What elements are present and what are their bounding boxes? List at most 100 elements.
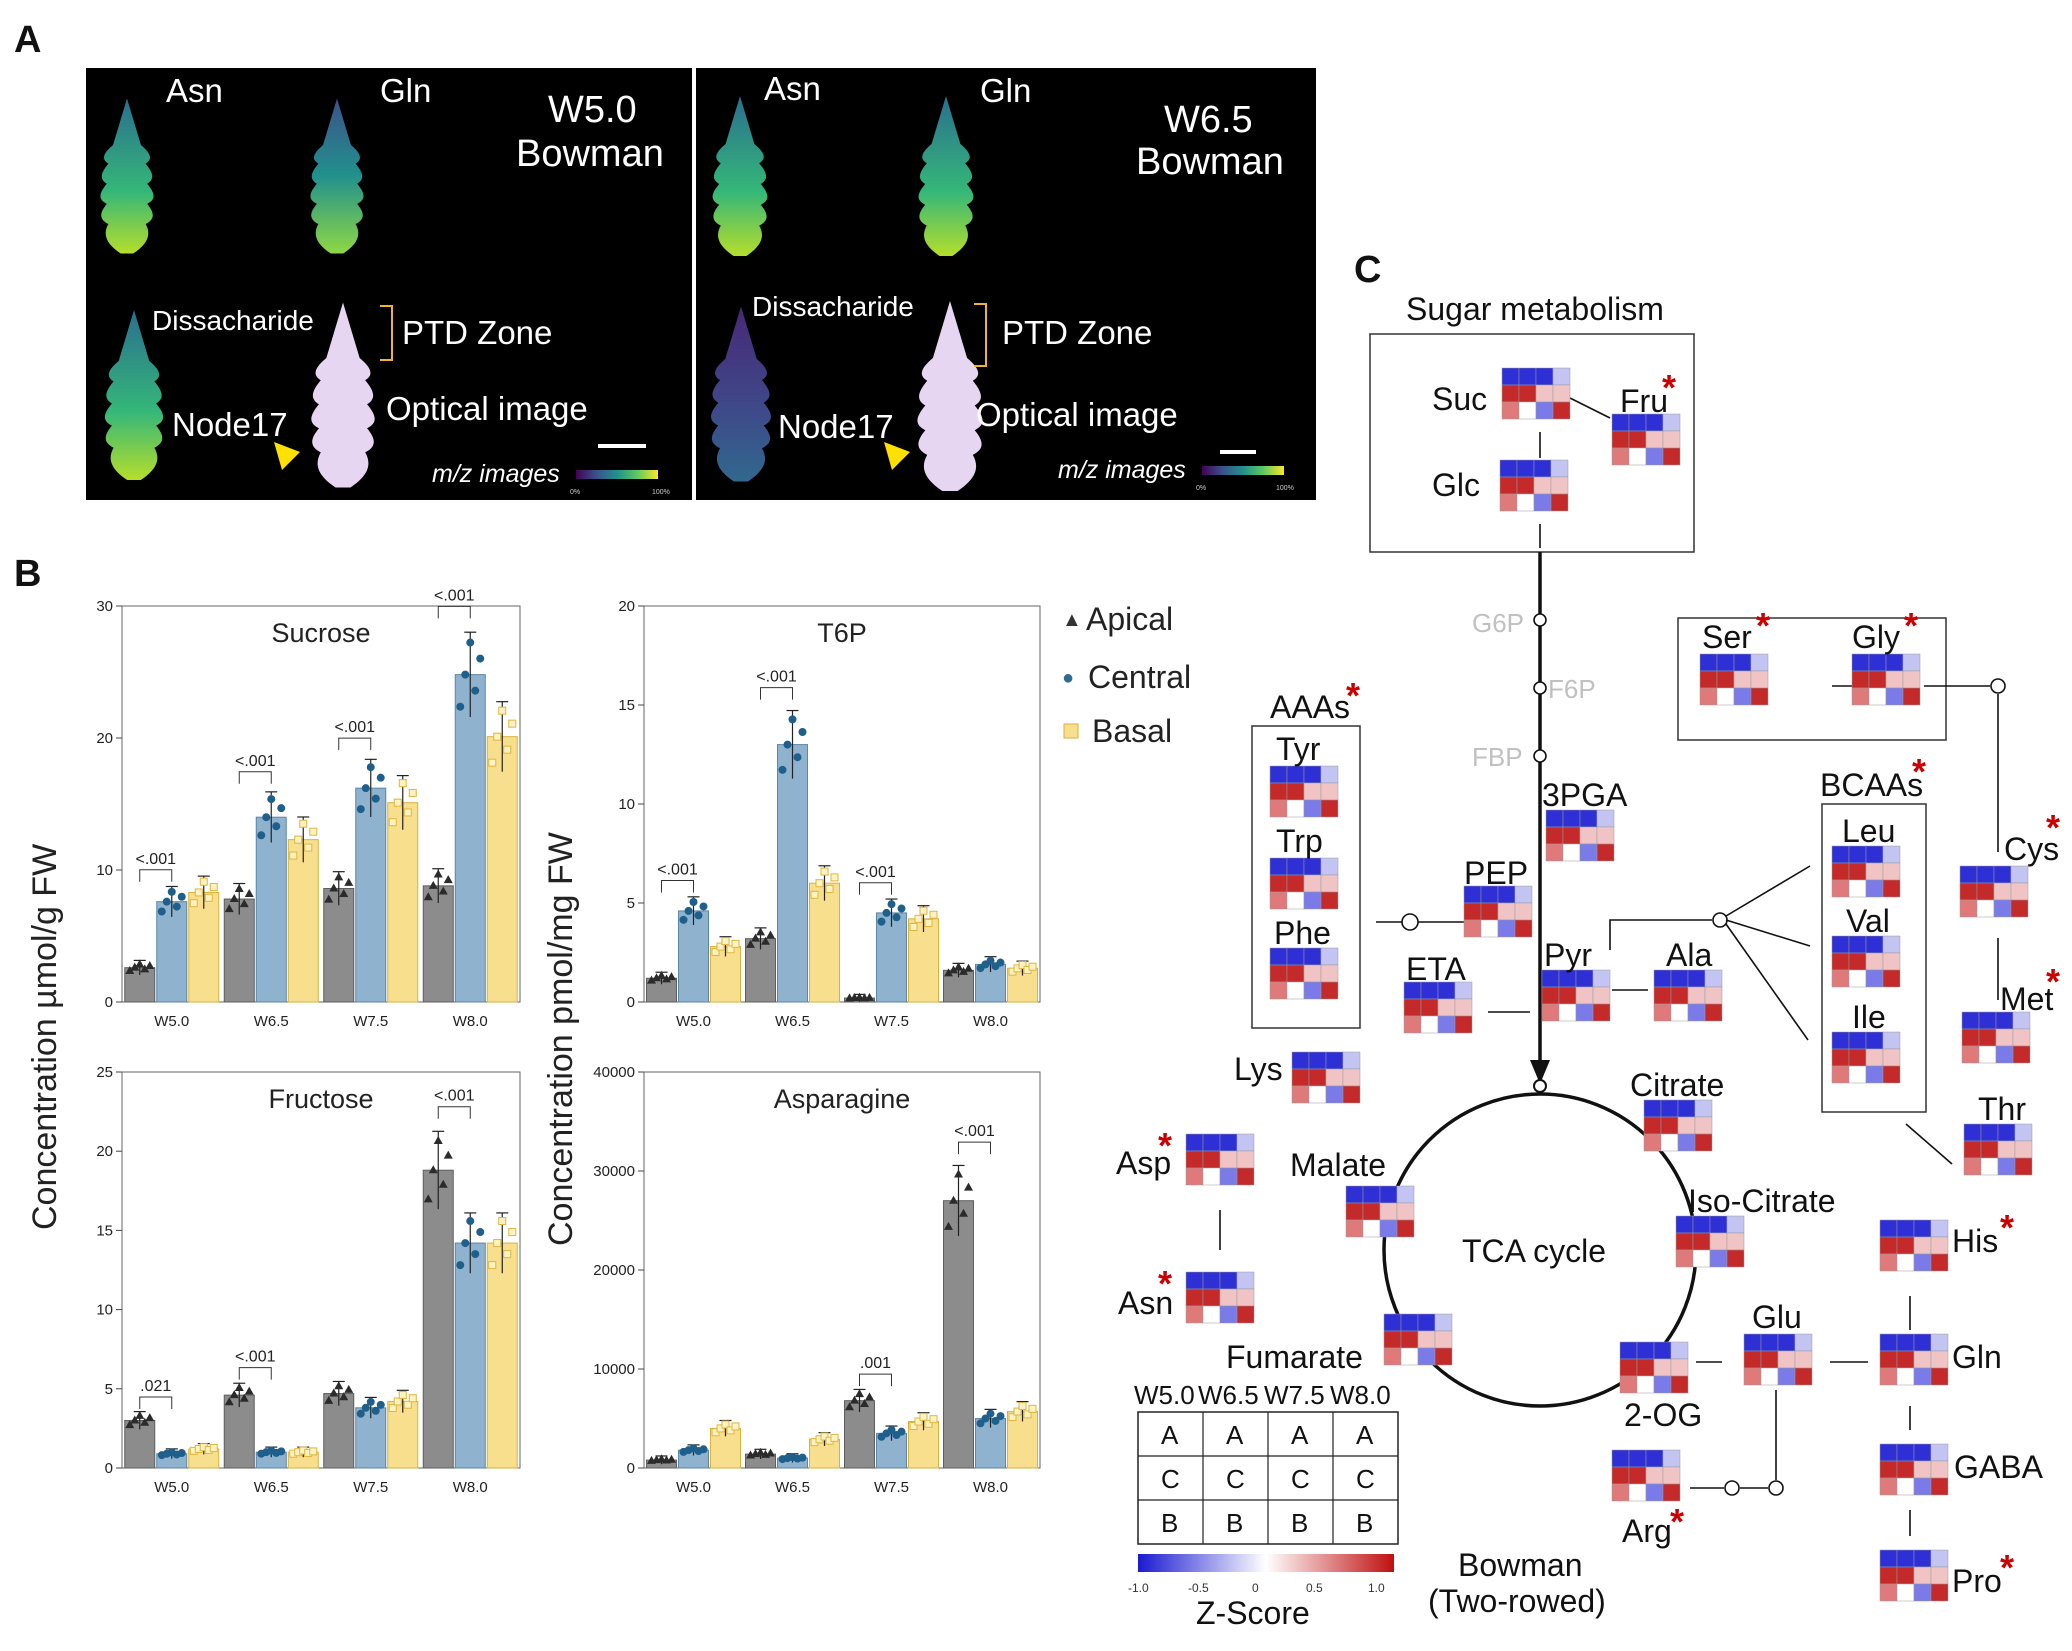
metabolite-labels: Suc Fru Glc G6P F6P FBP 3PGA PEP Pyr ETA… (1116, 381, 2059, 1599)
heatmap-cell (1995, 1045, 2014, 1064)
heatmap-cell (1879, 1566, 1898, 1585)
bar-basal (486, 1242, 518, 1469)
heatmap-cell (1993, 865, 2012, 884)
point-central (466, 1217, 475, 1226)
g6p-node (1533, 613, 1547, 627)
heatmap-cell (1579, 843, 1598, 862)
point-basal (508, 719, 517, 728)
heatmap-cell (1675, 1249, 1694, 1268)
triangle-icon: ▲ (1062, 609, 1082, 631)
point-apical (339, 1392, 349, 1401)
heatmap-cell (1185, 1288, 1204, 1307)
key-cell: A (1356, 1420, 1374, 1450)
heatmap-cell (1535, 401, 1554, 420)
heatmap-cell (1236, 1271, 1255, 1290)
heatmap-cell (1480, 919, 1499, 938)
bar-central (777, 744, 808, 1003)
label-mz-images: m/z images (1058, 456, 1186, 484)
heatmap-cell (1286, 857, 1305, 876)
key-header-3: W8.0 (1330, 1380, 1391, 1410)
heatmap-cell (1961, 1028, 1980, 1047)
heatmap-cell (1434, 1330, 1453, 1349)
heatmap-cell (1896, 1367, 1915, 1386)
heatmap-asp (1185, 1133, 1255, 1186)
heatmap-cell (1286, 874, 1305, 893)
label-suc: Suc (1432, 381, 1487, 417)
bcaa-branch-node (1712, 912, 1728, 928)
label-phe: Phe (1274, 915, 1331, 951)
point-apical (761, 936, 770, 945)
heatmap-cell (1913, 1549, 1932, 1568)
f6p-node (1533, 681, 1547, 695)
point-apical (959, 1208, 968, 1217)
point-basal (924, 1419, 933, 1428)
heatmap-cell (1879, 1477, 1898, 1496)
heatmap-trp (1269, 857, 1339, 910)
point-apical (130, 1415, 140, 1424)
heatmap-cell (1320, 765, 1339, 784)
heatmap-tiles (1185, 367, 2033, 1602)
point-basal (488, 1261, 497, 1270)
label-two-rowed: (Two-rowed) (1428, 1583, 1606, 1619)
star-asp: * (1158, 1125, 1172, 1166)
y-tick-label: 10 (96, 862, 113, 879)
arrow-thr-bcaa (1905, 1123, 1953, 1165)
point-central (366, 1397, 375, 1406)
point-apical (954, 1169, 963, 1178)
label-tca-cycle: TCA cycle (1462, 1233, 1606, 1269)
heatmap-cell (1325, 1068, 1344, 1087)
point-apical (954, 962, 963, 971)
heatmap-cell (1831, 1031, 1850, 1050)
point-apical (756, 1447, 765, 1456)
heatmap-cell (1345, 1219, 1364, 1238)
point-central (356, 1409, 365, 1418)
node17-arrow-icon (884, 442, 910, 470)
y-axis-title-left: Concentration µmol/g FW (26, 844, 64, 1230)
point-central (277, 804, 286, 813)
heatmap-cell (1533, 493, 1552, 512)
fbp-node (1533, 749, 1547, 763)
point-central (356, 805, 365, 814)
point-basal (810, 890, 819, 899)
heatmap-cell (1743, 1333, 1762, 1352)
point-central (361, 1403, 370, 1412)
heatmap-cell (1345, 1202, 1364, 1221)
heatmap-phe (1269, 947, 1339, 1000)
heatmap-cell (1345, 1185, 1364, 1204)
point-basal (408, 788, 417, 797)
p-value-label: <.001 (235, 753, 276, 770)
heatmap-pro (1879, 1549, 1949, 1602)
heatmap-cell (1325, 1085, 1344, 1104)
point-apical (428, 1165, 438, 1174)
zscore-label: Z-Score (1196, 1595, 1310, 1631)
heatmap-cell (1961, 1045, 1980, 1064)
point-apical (850, 1395, 859, 1404)
point-basal (820, 867, 829, 876)
heatmap-cell (1236, 1288, 1255, 1307)
point-apical (766, 1448, 775, 1457)
point-apical (438, 1179, 448, 1188)
heatmap-cell (2012, 1028, 2031, 1047)
node17-arrow-icon (274, 442, 300, 470)
chart-title: T6P (817, 618, 867, 648)
heatmap-cell (1558, 986, 1577, 1005)
legend-item-central: ● Central (1062, 659, 1191, 695)
heatmap-cell (1978, 1045, 1997, 1064)
y-tick-label: 5 (627, 895, 635, 912)
heatmap-asn (1185, 1271, 1255, 1324)
y-tick-label: 20000 (593, 1262, 635, 1279)
heatmap-cell (1320, 981, 1339, 1000)
heatmap-cell (1320, 964, 1339, 983)
heatmap-cell (1236, 1133, 1255, 1152)
heatmap-cell (1552, 401, 1571, 420)
label-glc: Glc (1432, 467, 1480, 503)
heatmap-cell (1596, 826, 1615, 845)
heatmap-cell (1320, 857, 1339, 876)
legend-item-basal: Basal (1063, 713, 1172, 749)
heatmap-cell (1619, 1358, 1638, 1377)
label-met: Met (2000, 981, 2053, 1017)
point-central (277, 1447, 286, 1456)
heatmap-cell (1202, 1288, 1221, 1307)
point-apical (329, 1388, 339, 1397)
point-apical (125, 966, 135, 975)
